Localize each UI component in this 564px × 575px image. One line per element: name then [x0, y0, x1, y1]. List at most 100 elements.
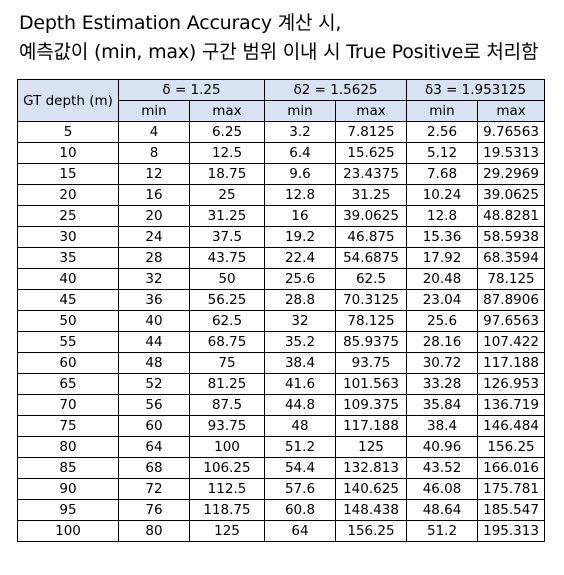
- cell-delta1-min: 68: [118, 457, 190, 479]
- header-min: min: [118, 100, 190, 122]
- cell-delta1-min: 72: [118, 478, 190, 500]
- cell-delta2-max: 15.625: [334, 142, 408, 164]
- cell-delta2-min: 3.2: [264, 121, 336, 143]
- table-row: 75 60 93.75 48 117.188 38.4 146.484: [17, 415, 546, 437]
- cell-gt-depth: 75: [17, 415, 119, 437]
- cell-delta1-min: 20: [118, 205, 190, 227]
- cell-delta2-max: 125: [334, 436, 408, 458]
- cell-delta1-max: 68.75: [189, 331, 265, 353]
- table-row: 40 32 50 25.6 62.5 20.48 78.125: [17, 268, 546, 290]
- cell-delta1-min: 36: [118, 289, 190, 311]
- cell-gt-depth: 40: [17, 268, 119, 290]
- cell-delta1-max: 112.5: [189, 478, 265, 500]
- cell-delta2-max: 54.6875: [334, 247, 408, 269]
- cell-delta3-max: 68.3594: [477, 247, 546, 269]
- cell-delta1-max: 37.5: [189, 226, 265, 248]
- cell-delta3-min: 25.6: [406, 310, 479, 332]
- header-delta-2: δ2 = 1.5625: [263, 79, 408, 101]
- cell-delta2-min: 32: [264, 310, 336, 332]
- cell-delta3-max: 19.5313: [477, 142, 546, 164]
- cell-gt-depth: 35: [17, 247, 119, 269]
- cell-gt-depth: 20: [17, 184, 119, 206]
- cell-delta3-max: 195.313: [477, 520, 546, 542]
- table-row: 10 8 12.5 6.4 15.625 5.12 19.5313: [17, 142, 546, 164]
- cell-delta2-max: 85.9375: [334, 331, 408, 353]
- cell-delta3-min: 46.08: [406, 478, 479, 500]
- cell-delta3-min: 43.52: [406, 457, 479, 479]
- cell-gt-depth: 100: [17, 520, 119, 542]
- cell-delta3-max: 48.8281: [477, 205, 546, 227]
- cell-delta3-max: 87.8906: [477, 289, 546, 311]
- cell-delta2-max: 23.4375: [334, 163, 408, 185]
- table-row: 5 4 6.25 3.2 7.8125 2.56 9.76563: [17, 121, 546, 143]
- cell-delta1-max: 81.25: [189, 373, 265, 395]
- cell-delta2-max: 62.5: [334, 268, 408, 290]
- table-row: 90 72 112.5 57.6 140.625 46.08 175.781: [17, 478, 546, 500]
- cell-delta2-min: 6.4: [264, 142, 336, 164]
- table-row: 30 24 37.5 19.2 46.875 15.36 58.5938: [17, 226, 546, 248]
- header-delta-1: δ = 1.25: [118, 79, 265, 101]
- cell-delta2-min: 41.6: [264, 373, 336, 395]
- header-row-groups: GT depth (m) δ = 1.25 δ2 = 1.5625 δ3 = 1…: [17, 79, 546, 122]
- cell-delta3-max: 175.781: [477, 478, 546, 500]
- cell-delta2-max: 101.563: [334, 373, 408, 395]
- cell-delta1-max: 87.5: [189, 394, 265, 416]
- cell-delta1-max: 93.75: [189, 415, 265, 437]
- header-max: max: [334, 100, 408, 122]
- cell-delta3-min: 2.56: [406, 121, 479, 143]
- cell-delta1-min: 52: [118, 373, 190, 395]
- cell-delta2-min: 57.6: [264, 478, 336, 500]
- cell-gt-depth: 55: [17, 331, 119, 353]
- cell-delta2-max: 117.188: [334, 415, 408, 437]
- cell-delta3-max: 126.953: [477, 373, 546, 395]
- header-max: max: [189, 100, 265, 122]
- cell-delta2-min: 25.6: [264, 268, 336, 290]
- cell-gt-depth: 80: [17, 436, 119, 458]
- cell-delta1-max: 50: [189, 268, 265, 290]
- cell-delta2-max: 46.875: [334, 226, 408, 248]
- cell-delta2-max: 70.3125: [334, 289, 408, 311]
- cell-delta2-max: 39.0625: [334, 205, 408, 227]
- cell-delta1-min: 4: [118, 121, 190, 143]
- cell-delta2-max: 156.25: [334, 520, 408, 542]
- cell-delta2-max: 148.438: [334, 499, 408, 521]
- cell-gt-depth: 95: [17, 499, 119, 521]
- header-min: min: [264, 100, 336, 122]
- table-row: 95 76 118.75 60.8 148.438 48.64 185.547: [17, 499, 546, 521]
- table-row: 25 20 31.25 16 39.0625 12.8 48.8281: [17, 205, 546, 227]
- cell-delta3-min: 7.68: [406, 163, 479, 185]
- cell-delta2-min: 64: [264, 520, 336, 542]
- cell-delta2-min: 12.8: [264, 184, 336, 206]
- cell-delta1-max: 12.5: [189, 142, 265, 164]
- cell-delta1-max: 18.75: [189, 163, 265, 185]
- cell-delta1-min: 32: [118, 268, 190, 290]
- cell-delta1-max: 43.75: [189, 247, 265, 269]
- cell-delta2-min: 19.2: [264, 226, 336, 248]
- cell-gt-depth: 25: [17, 205, 119, 227]
- cell-delta3-max: 58.5938: [477, 226, 546, 248]
- cell-delta2-min: 60.8: [264, 499, 336, 521]
- cell-delta3-min: 35.84: [406, 394, 479, 416]
- table-row: 60 48 75 38.4 93.75 30.72 117.188: [17, 352, 546, 374]
- table-row: 20 16 25 12.8 31.25 10.24 39.0625: [17, 184, 546, 206]
- cell-delta3-max: 9.76563: [477, 121, 546, 143]
- cell-delta2-max: 78.125: [334, 310, 408, 332]
- cell-delta3-min: 38.4: [406, 415, 479, 437]
- cell-delta1-max: 25: [189, 184, 265, 206]
- cell-delta3-max: 39.0625: [477, 184, 546, 206]
- cell-delta1-max: 31.25: [189, 205, 265, 227]
- cell-gt-depth: 30: [17, 226, 119, 248]
- table-row: 100 80 125 64 156.25 51.2 195.313: [17, 520, 546, 542]
- cell-delta1-max: 62.5: [189, 310, 265, 332]
- cell-gt-depth: 45: [17, 289, 119, 311]
- header-min: min: [406, 100, 479, 122]
- cell-delta1-min: 24: [118, 226, 190, 248]
- depth-accuracy-table: GT depth (m) δ = 1.25 δ2 = 1.5625 δ3 = 1…: [17, 79, 546, 542]
- cell-delta1-max: 106.25: [189, 457, 265, 479]
- cell-gt-depth: 50: [17, 310, 119, 332]
- header-gt-depth: GT depth (m): [17, 79, 119, 122]
- cell-delta2-max: 132.813: [334, 457, 408, 479]
- cell-delta3-max: 146.484: [477, 415, 546, 437]
- table-row: 55 44 68.75 35.2 85.9375 28.16 107.422: [17, 331, 546, 353]
- cell-gt-depth: 10: [17, 142, 119, 164]
